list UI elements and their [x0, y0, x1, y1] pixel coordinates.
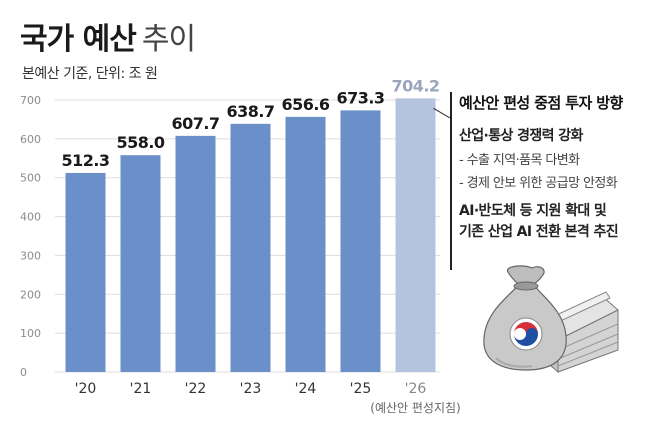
bar-value-label: 638.7	[226, 102, 274, 121]
x-tick-label: '23	[240, 381, 262, 397]
y-tick-label: 600	[20, 133, 41, 146]
bar-1	[120, 155, 161, 372]
y-tick-label: 0	[20, 366, 27, 379]
chart-title: 국가 예산 추이	[20, 14, 196, 58]
annotation-item: - 경제 안보 위한 공급망 안정화	[459, 176, 618, 191]
bar-3	[230, 123, 271, 372]
annotation-leader-line	[433, 107, 451, 119]
bar-value-label: 607.7	[171, 114, 219, 133]
annotation-item: - 수출 지역·품목 다변화	[459, 153, 580, 168]
bar-value-label: 673.3	[336, 88, 384, 107]
unit-note: 본예산 기준, 단위: 조 원	[22, 66, 158, 82]
bar-value-label: 704.2	[391, 76, 439, 95]
money-illustration	[470, 262, 620, 378]
label-layer: 512.3 '20 558.0 '21 607.7 '22 638.7 '23 656.6 '24…	[61, 76, 460, 415]
annotation-title: 예산안 편성 중점 투자 방향	[459, 94, 623, 112]
y-tick-label: 400	[20, 211, 41, 224]
y-tick-label: 700	[20, 94, 41, 107]
bar-layer	[65, 98, 436, 373]
annotation-box: 예산안 편성 중점 투자 방향 산업·통상 경쟁력 강화 - 수출 지역·품목 …	[450, 92, 665, 270]
x-tick-label: '24	[295, 381, 317, 397]
bar-6	[395, 98, 436, 373]
bar-value-label: 558.0	[116, 133, 164, 152]
title-main: 국가 예산	[20, 22, 137, 57]
annotation-heading-2-line: 기존 산업 AI 전환 본격 추진	[459, 224, 619, 240]
bar-0	[65, 172, 106, 372]
annotation-heading-2: AI·반도체 등 지원 확대 및 기존 산업 AI 전환 본격 추진	[459, 201, 665, 243]
x-tick-label: '25	[350, 381, 372, 397]
bar-2	[175, 135, 216, 372]
annotation-heading-1: 산업·통상 경쟁력 강화	[459, 128, 583, 144]
annotation-divider	[450, 92, 452, 270]
bar-value-label: 512.3	[61, 151, 109, 170]
bar-value-label: 656.6	[281, 95, 329, 114]
bar-4	[285, 116, 326, 372]
bar-5	[340, 110, 381, 373]
x-tick-label: '22	[185, 381, 207, 397]
taegeuk-emblem-icon	[509, 317, 543, 351]
y-tick-label: 200	[20, 288, 41, 301]
x-tick-note: (예산안 편성지침)	[370, 401, 460, 415]
annotation-heading-2-line: AI·반도체 등 지원 확대 및	[459, 203, 607, 219]
y-tick-label: 300	[20, 249, 41, 262]
x-tick-label: '26	[405, 381, 427, 397]
title-light: 추이	[141, 22, 196, 57]
y-tick-label: 100	[20, 327, 41, 340]
x-tick-label: '20	[75, 381, 97, 397]
y-tick-label: 500	[20, 172, 41, 185]
x-tick-label: '21	[130, 381, 152, 397]
